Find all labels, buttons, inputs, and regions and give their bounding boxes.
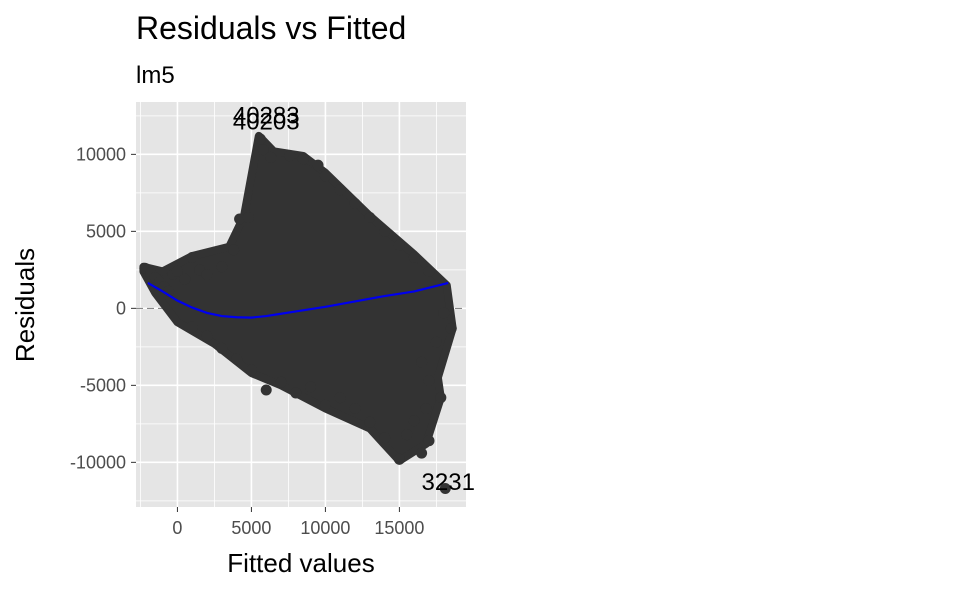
outlier-label: 3231	[422, 469, 475, 496]
residual-point	[438, 307, 450, 319]
smooth-curve	[147, 281, 449, 319]
x-axis-ticks: 0 5000 10000 15000	[172, 507, 424, 538]
residual-point	[439, 483, 451, 495]
residual-point	[423, 265, 435, 277]
x-tick-label: 0	[172, 518, 182, 538]
residual-point	[231, 353, 243, 365]
residual-point	[312, 159, 324, 171]
y-axis-ticks: -10000 -5000 0 5000 10000	[70, 144, 136, 472]
residual-point	[408, 415, 420, 427]
residual-point	[319, 399, 331, 411]
residual-point	[228, 244, 240, 256]
residual-point	[349, 402, 361, 414]
chart-subtitle: lm5	[136, 62, 175, 89]
smooth-line	[147, 281, 449, 319]
residual-point	[257, 144, 269, 156]
residual-point	[245, 364, 257, 376]
residual-point	[435, 392, 447, 404]
residual-point	[408, 252, 420, 264]
residual-point	[393, 453, 405, 465]
residual-point	[234, 213, 246, 225]
residual-point	[319, 170, 331, 182]
residual-point	[297, 153, 309, 165]
residual-point	[179, 273, 191, 285]
residual-point	[416, 447, 428, 459]
residual-point	[445, 322, 457, 334]
residual-point	[430, 336, 442, 348]
residual-point	[186, 252, 198, 264]
y-tick-label: 0	[116, 298, 126, 318]
residual-point	[305, 381, 317, 393]
residual-point	[284, 150, 296, 162]
residual-point	[379, 225, 391, 237]
residual-point	[242, 211, 254, 223]
residual-point	[349, 198, 361, 210]
residual-point	[201, 268, 213, 280]
residual-points	[139, 131, 457, 495]
residual-point	[420, 402, 432, 414]
residual-point	[423, 435, 435, 447]
residual-point	[364, 211, 376, 223]
y-axis-title: Residuals	[10, 248, 40, 362]
residual-point	[334, 392, 346, 404]
y-tick-label: 10000	[76, 144, 126, 164]
y-tick-label: -10000	[70, 452, 126, 472]
residual-point	[216, 342, 228, 354]
residual-point	[260, 384, 272, 396]
residual-point	[201, 330, 213, 342]
residual-point	[401, 429, 413, 441]
residual-point	[379, 432, 391, 444]
residual-point	[393, 239, 405, 251]
x-tick-label: 15000	[374, 518, 424, 538]
residual-point	[171, 265, 183, 277]
x-tick-label: 10000	[300, 518, 350, 538]
residual-point	[290, 387, 302, 399]
residual-point	[275, 376, 287, 388]
residual-point	[423, 375, 435, 387]
residual-point	[216, 261, 228, 273]
residual-point	[254, 133, 266, 145]
x-tick-label: 5000	[231, 518, 271, 538]
x-axis-title: Fitted values	[227, 548, 374, 578]
residual-point	[416, 356, 428, 368]
y-tick-label: 5000	[86, 221, 126, 241]
chart-title: Residuals vs Fitted	[136, 10, 406, 46]
residual-point	[334, 184, 346, 196]
residual-point	[364, 416, 376, 428]
outlier-label: 40283	[233, 103, 300, 130]
outlier-label: 40203	[233, 109, 300, 136]
residual-point	[186, 321, 198, 333]
residual-point	[265, 151, 277, 163]
y-tick-label: -5000	[80, 375, 126, 395]
